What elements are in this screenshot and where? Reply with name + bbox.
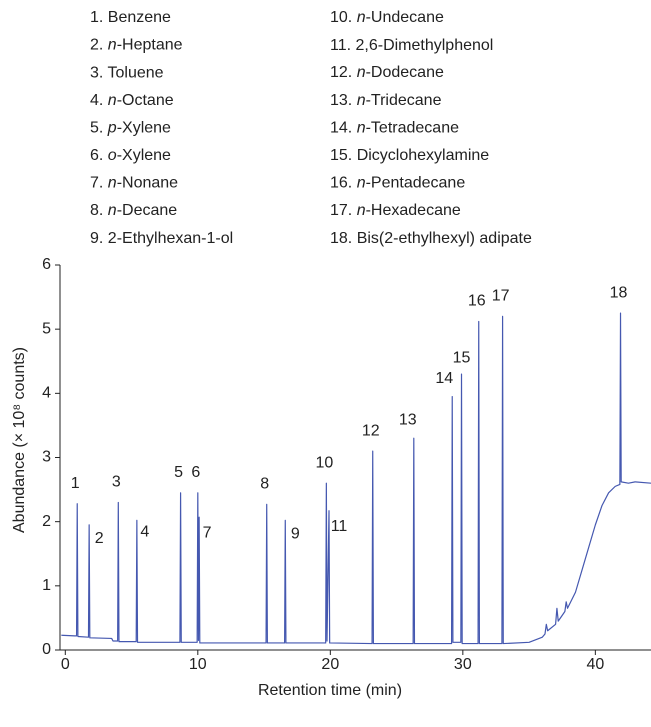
- peak-label: 9: [291, 526, 300, 543]
- compound-label: 18. Bis(2-ethylhexyl) adipate: [330, 230, 532, 247]
- peak-label: 7: [203, 524, 212, 541]
- peak-label: 6: [191, 464, 200, 481]
- x-tick-label: 10: [189, 656, 207, 673]
- x-axis-title: Retention time (min): [258, 682, 402, 699]
- peak-label: 3: [112, 474, 121, 491]
- y-tick-label: 3: [42, 449, 51, 466]
- peak-label: 2: [95, 530, 104, 547]
- peak-label: 5: [174, 464, 183, 481]
- compound-label: 15. Dicyclohexylamine: [330, 147, 489, 164]
- x-tick-label: 0: [61, 656, 70, 673]
- peak-label: 16: [468, 293, 486, 310]
- y-tick-label: 6: [42, 256, 51, 273]
- compound-label: 11. 2,6-Dimethylphenol: [330, 37, 493, 54]
- compound-label: 1. Benzene: [90, 9, 171, 26]
- peak-label: 1: [71, 475, 80, 492]
- y-tick-label: 4: [42, 385, 51, 402]
- y-tick-label: 1: [42, 577, 51, 594]
- compound-label: 16. n-Pentadecane: [330, 175, 465, 192]
- x-tick-label: 20: [321, 656, 339, 673]
- compound-label: 9. 2-Ethylhexan-1-ol: [90, 230, 233, 247]
- peak-label: 18: [610, 284, 628, 301]
- peak-label: 12: [362, 422, 380, 439]
- peak-label: 15: [453, 349, 471, 366]
- peak-label: 11: [331, 518, 348, 535]
- compound-label: 12. n-Dodecane: [330, 64, 444, 81]
- y-tick-label: 2: [42, 513, 51, 530]
- compound-label: 6. o-Xylene: [90, 147, 171, 164]
- compound-label: 5. p-Xylene: [90, 120, 171, 137]
- peak-label: 8: [260, 476, 269, 493]
- compound-label: 7. n-Nonane: [90, 175, 178, 192]
- peak-label: 14: [435, 370, 453, 387]
- compound-label: 14. n-Tetradecane: [330, 120, 459, 137]
- compound-label: 13. n-Tridecane: [330, 92, 442, 109]
- y-tick-label: 0: [42, 641, 51, 658]
- compound-label: 10. n-Undecane: [330, 9, 444, 26]
- compound-label: 17. n-Hexadecane: [330, 202, 461, 219]
- compound-label: 8. n-Decane: [90, 202, 177, 219]
- y-axis-title: Abundance (× 10⁸ counts): [11, 347, 28, 533]
- chromatogram-trace: [61, 312, 651, 645]
- compound-label: 2. n-Heptane: [90, 37, 183, 54]
- peak-label: 10: [315, 454, 333, 471]
- peak-label: 13: [399, 411, 417, 428]
- x-tick-label: 30: [454, 656, 472, 673]
- peak-label: 4: [140, 524, 149, 541]
- compound-label: 3. Toluene: [90, 64, 164, 81]
- peak-label: 17: [492, 288, 510, 305]
- y-tick-label: 5: [42, 320, 51, 337]
- x-tick-label: 40: [586, 656, 604, 673]
- compound-label: 4. n-Octane: [90, 92, 174, 109]
